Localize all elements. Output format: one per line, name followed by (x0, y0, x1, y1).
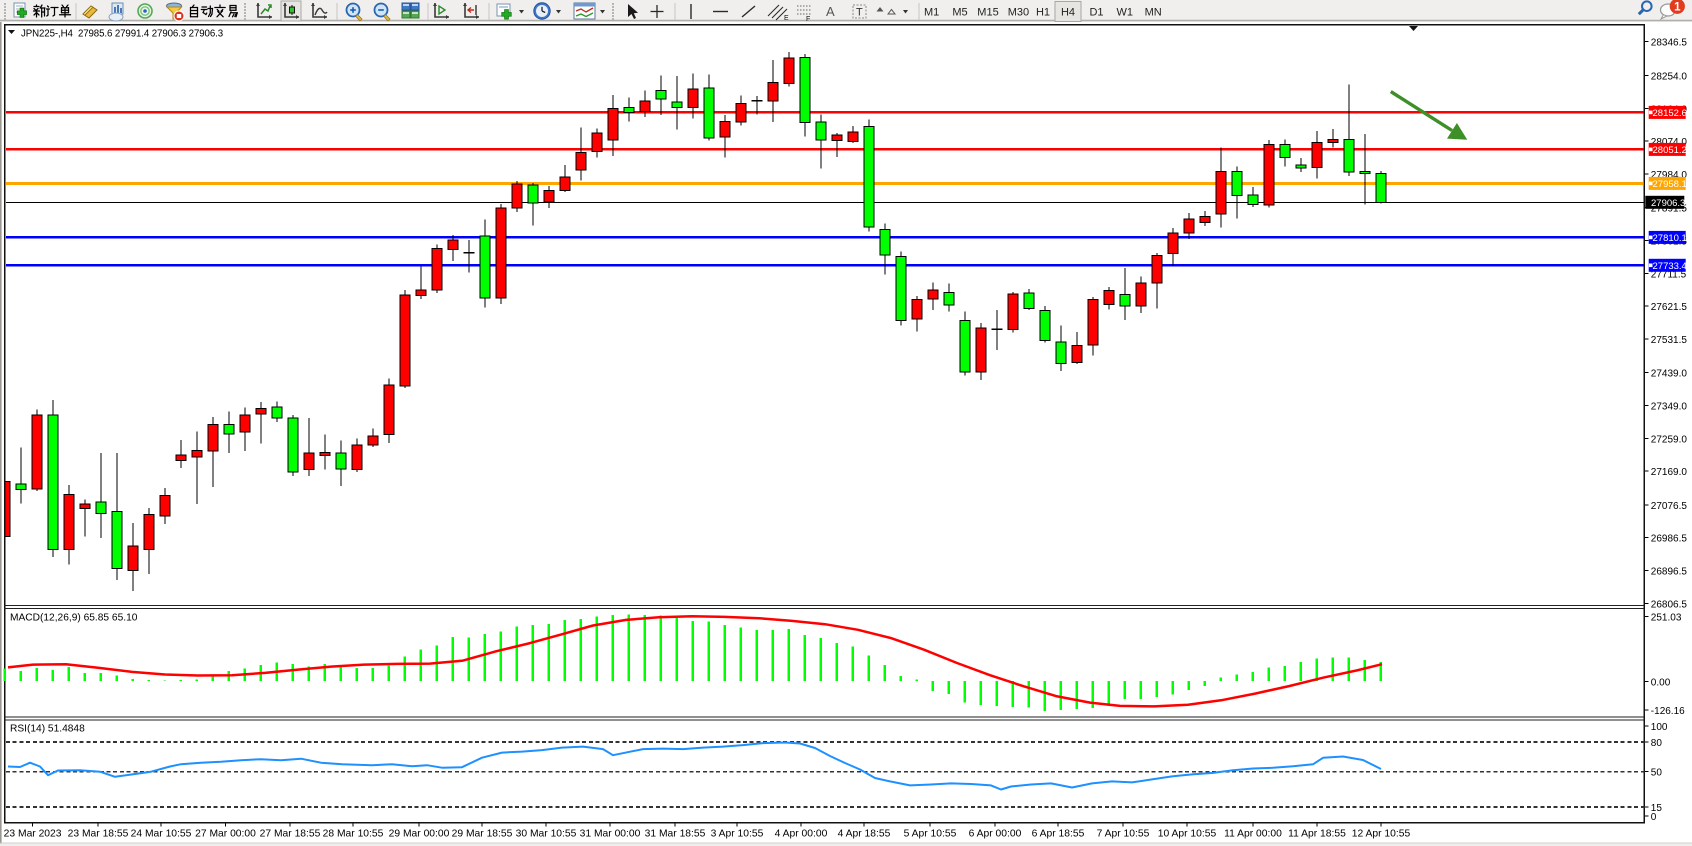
svg-text:A: A (826, 4, 835, 19)
svg-text:27733.4: 27733.4 (1653, 261, 1687, 272)
svg-text:29 Mar 18:55: 29 Mar 18:55 (452, 829, 513, 840)
svg-text:27259.0: 27259.0 (1651, 434, 1688, 445)
svg-text:27891.5: 27891.5 (1651, 204, 1688, 215)
svg-text:0.00: 0.00 (1651, 677, 1671, 688)
svg-text:23 Mar 18:55: 23 Mar 18:55 (68, 829, 129, 840)
svg-text:26986.5: 26986.5 (1651, 534, 1688, 545)
svg-text:24 Mar 10:55: 24 Mar 10:55 (131, 829, 192, 840)
svg-text:27810.1: 27810.1 (1653, 233, 1687, 244)
svg-text:4 Apr 00:00: 4 Apr 00:00 (775, 829, 828, 840)
svg-text:6 Apr 18:55: 6 Apr 18:55 (1032, 829, 1085, 840)
svg-text:28346.5: 28346.5 (1651, 38, 1688, 49)
svg-text:27958.1: 27958.1 (1653, 179, 1687, 190)
svg-text:-126.16: -126.16 (1651, 706, 1685, 717)
svg-text:28051.2: 28051.2 (1653, 145, 1687, 156)
svg-text:4 Apr 18:55: 4 Apr 18:55 (838, 829, 891, 840)
svg-text:28 Mar 10:55: 28 Mar 10:55 (323, 829, 384, 840)
svg-text:H4: H4 (1061, 7, 1075, 19)
svg-text:M1: M1 (924, 7, 939, 19)
svg-text:3 Apr 10:55: 3 Apr 10:55 (711, 829, 764, 840)
svg-text:50: 50 (1651, 768, 1663, 779)
svg-text:1: 1 (1674, 2, 1681, 14)
svg-text:28254.0: 28254.0 (1651, 71, 1688, 82)
svg-text:26806.5: 26806.5 (1651, 599, 1688, 610)
svg-text:MACD(12,26,9) 65.85 65.10: MACD(12,26,9) 65.85 65.10 (10, 613, 138, 624)
svg-text:E: E (784, 15, 789, 22)
svg-text:27531.5: 27531.5 (1651, 335, 1688, 346)
svg-text:11 Apr 00:00: 11 Apr 00:00 (1224, 829, 1282, 840)
svg-text:29 Mar 00:00: 29 Mar 00:00 (389, 829, 450, 840)
svg-text:H1: H1 (1036, 7, 1050, 19)
svg-text:D1: D1 (1089, 7, 1103, 19)
svg-text:27906.3: 27906.3 (1651, 198, 1685, 209)
svg-text:27 Mar 00:00: 27 Mar 00:00 (195, 829, 256, 840)
svg-text:31 Mar 00:00: 31 Mar 00:00 (580, 829, 641, 840)
svg-text:27349.0: 27349.0 (1651, 402, 1688, 413)
svg-text:28152.6: 28152.6 (1653, 108, 1687, 119)
svg-text:26896.5: 26896.5 (1651, 567, 1688, 578)
svg-text:30 Mar 10:55: 30 Mar 10:55 (516, 829, 577, 840)
svg-text:JPN225-,H4 27985.6 27991.4 27: JPN225-,H4 27985.6 27991.4 27906.3 27906… (21, 29, 223, 40)
svg-text:W1: W1 (1117, 7, 1134, 19)
svg-text:6 Apr 00:00: 6 Apr 00:00 (969, 829, 1022, 840)
svg-text:10 Apr 10:55: 10 Apr 10:55 (1158, 829, 1217, 840)
svg-text:7 Apr 10:55: 7 Apr 10:55 (1097, 829, 1150, 840)
svg-text:27076.5: 27076.5 (1651, 501, 1688, 512)
svg-text:100: 100 (1651, 722, 1668, 733)
svg-text:28074.0: 28074.0 (1651, 137, 1688, 148)
svg-text:MN: MN (1145, 7, 1162, 19)
svg-text:80: 80 (1651, 738, 1663, 749)
svg-text:31 Mar 18:55: 31 Mar 18:55 (645, 829, 706, 840)
svg-text:12 Apr 10:55: 12 Apr 10:55 (1352, 829, 1411, 840)
svg-text:M15: M15 (977, 7, 998, 19)
svg-text:27169.0: 27169.0 (1651, 467, 1688, 478)
svg-text:27711.5: 27711.5 (1651, 269, 1687, 280)
svg-text:15: 15 (1651, 803, 1663, 814)
svg-text:T: T (856, 7, 863, 19)
svg-text:27439.0: 27439.0 (1651, 369, 1688, 380)
svg-text:251.03: 251.03 (1651, 613, 1682, 624)
svg-text:M30: M30 (1008, 7, 1029, 19)
svg-text:0: 0 (1651, 812, 1657, 823)
svg-text:23 Mar 2023: 23 Mar 2023 (4, 829, 62, 840)
svg-text:27984.0: 27984.0 (1651, 170, 1688, 181)
svg-text:27621.5: 27621.5 (1651, 302, 1688, 313)
svg-text:M5: M5 (952, 7, 967, 19)
svg-text:11 Apr 18:55: 11 Apr 18:55 (1288, 829, 1346, 840)
svg-text:27 Mar 18:55: 27 Mar 18:55 (260, 829, 321, 840)
svg-text:RSI(14) 51.4848: RSI(14) 51.4848 (10, 724, 85, 735)
svg-text:F: F (806, 16, 810, 23)
svg-text:5 Apr 10:55: 5 Apr 10:55 (904, 829, 957, 840)
